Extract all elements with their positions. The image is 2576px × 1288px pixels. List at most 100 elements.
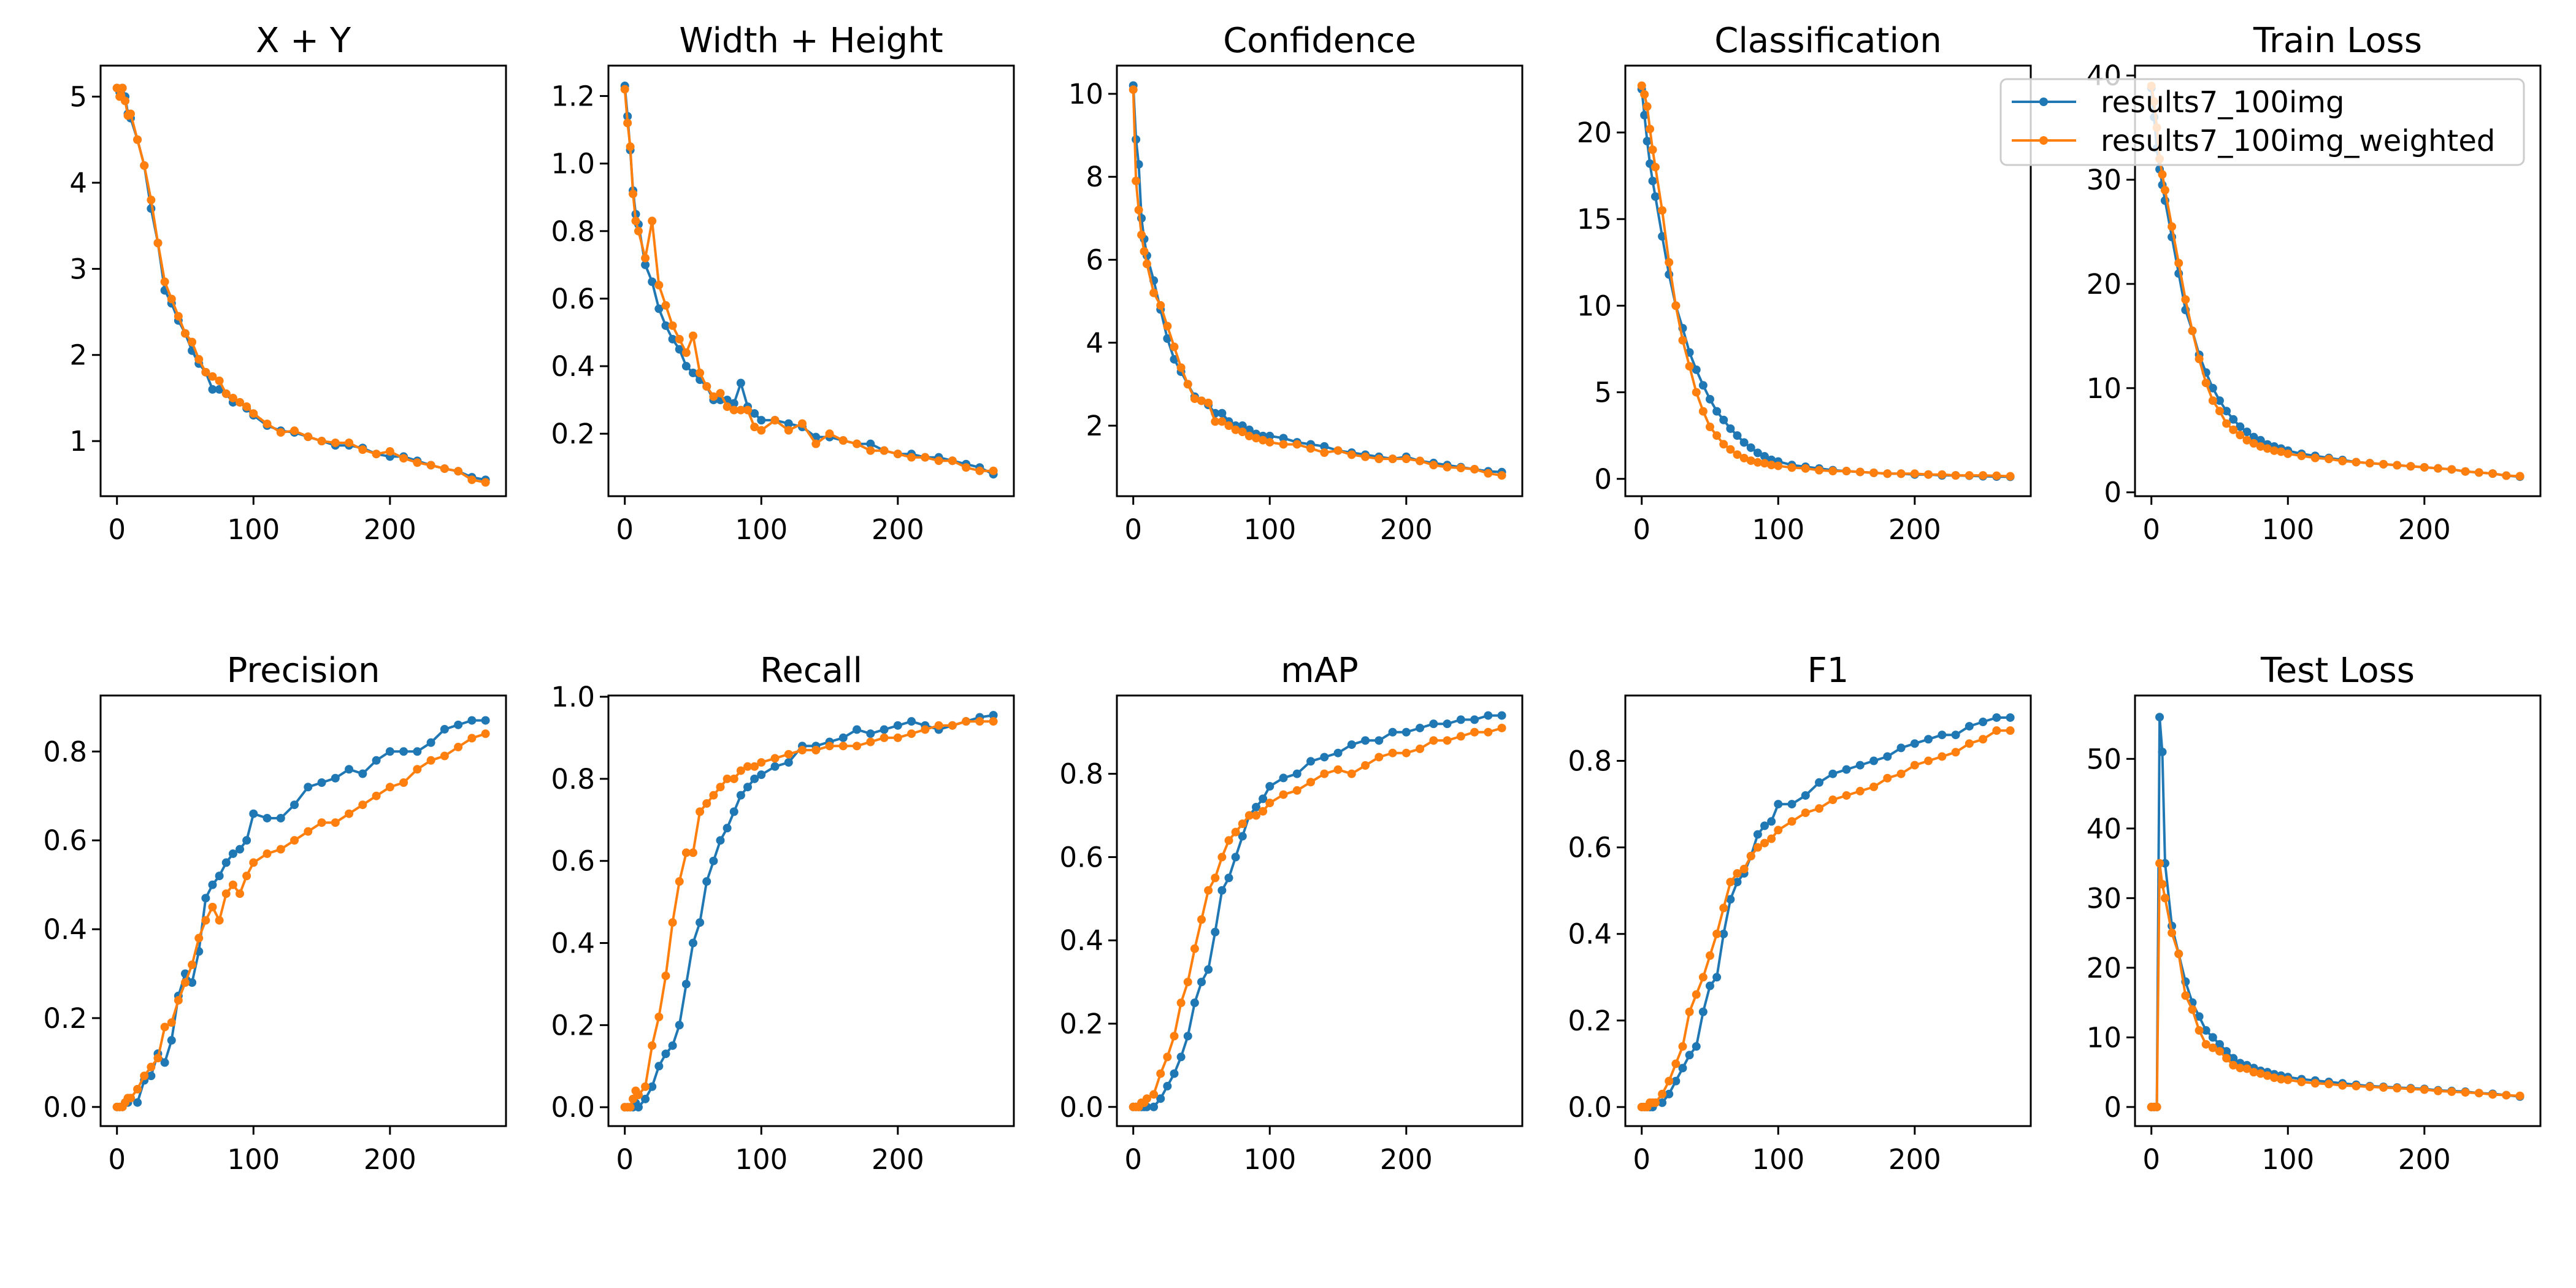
x-tick-label: 100 xyxy=(735,513,788,546)
data-point xyxy=(1815,804,1824,813)
data-point xyxy=(729,774,738,783)
data-point xyxy=(1259,794,1268,803)
data-point xyxy=(880,446,889,455)
data-point xyxy=(681,979,691,989)
series-1 xyxy=(1129,723,1506,1111)
legend: results7_100img results7_100img_weighted xyxy=(1999,78,2525,166)
data-point xyxy=(1733,431,1742,440)
data-point xyxy=(385,783,394,792)
data-point xyxy=(2222,407,2231,416)
data-point xyxy=(716,783,725,792)
data-point xyxy=(798,746,807,755)
data-point xyxy=(784,758,793,767)
data-point xyxy=(1129,85,1138,94)
data-point xyxy=(1719,903,1728,913)
x-tick-label: 0 xyxy=(1124,513,1142,546)
data-point xyxy=(1719,440,1728,449)
legend-frame xyxy=(1999,78,2525,166)
data-point xyxy=(2006,713,2015,722)
data-point xyxy=(1924,756,1933,765)
data-point xyxy=(1497,711,1506,720)
data-point xyxy=(1190,944,1199,953)
data-point xyxy=(681,348,691,357)
data-point xyxy=(1265,438,1275,447)
data-point xyxy=(654,1062,664,1071)
data-point xyxy=(385,447,394,456)
y-tick-label: 0.0 xyxy=(43,1091,87,1124)
data-point xyxy=(2222,1054,2231,1063)
data-point xyxy=(921,453,930,462)
data-point xyxy=(1176,999,1186,1008)
data-point xyxy=(426,738,435,747)
data-point xyxy=(634,1091,643,1100)
data-point xyxy=(2160,186,2169,195)
data-point xyxy=(853,742,862,751)
data-point xyxy=(2222,1047,2231,1056)
data-point xyxy=(481,729,490,738)
data-point xyxy=(2222,419,2231,428)
data-point xyxy=(784,426,793,435)
data-point xyxy=(133,1084,142,1094)
data-point xyxy=(2208,1043,2217,1052)
data-point xyxy=(2242,1064,2252,1073)
y-tick-label: 0.6 xyxy=(1568,832,1612,864)
data-point xyxy=(1992,713,2001,722)
data-point xyxy=(1374,753,1384,762)
data-point xyxy=(121,96,130,105)
data-point xyxy=(2158,170,2167,179)
data-point xyxy=(2277,1075,2286,1084)
data-point xyxy=(736,791,745,800)
series-0 xyxy=(620,711,998,1112)
data-point xyxy=(1678,335,1687,345)
data-point xyxy=(1156,1094,1165,1103)
data-point xyxy=(2201,1026,2210,1035)
y-tick-label: 0.8 xyxy=(551,763,595,795)
data-point xyxy=(1265,431,1275,440)
data-point xyxy=(634,1103,643,1112)
data-point xyxy=(1726,895,1735,904)
data-point xyxy=(2393,1084,2402,1093)
legend-entry-0: results7_100img xyxy=(2012,85,2345,120)
data-point xyxy=(2270,1073,2279,1083)
data-point xyxy=(1176,1052,1186,1062)
data-point xyxy=(934,456,943,466)
data-point xyxy=(2310,453,2320,462)
data-point xyxy=(1992,471,2001,480)
data-point xyxy=(1753,843,1762,852)
y-tick-label: 8 xyxy=(1086,161,1103,193)
data-point xyxy=(1896,769,1906,778)
data-point xyxy=(1671,1059,1681,1068)
subplot-title: X + Y xyxy=(256,21,351,61)
data-point xyxy=(654,304,664,313)
data-point xyxy=(2188,1005,2197,1014)
data-point xyxy=(1896,743,1906,753)
data-point xyxy=(2420,462,2429,472)
data-point xyxy=(174,995,183,1005)
data-point xyxy=(1828,769,1838,778)
data-point xyxy=(770,416,780,425)
data-point xyxy=(228,849,237,858)
data-point xyxy=(1347,740,1356,749)
data-point xyxy=(2263,444,2272,453)
series-line xyxy=(624,714,994,1109)
data-point xyxy=(2447,1087,2456,1096)
data-point xyxy=(1156,301,1165,310)
series-line xyxy=(623,85,994,475)
subplot-x-y: X + Y 0 100 200 1 2 3 4 5 xyxy=(69,21,507,546)
x-tick-label: 0 xyxy=(616,1143,634,1176)
data-point xyxy=(1992,726,2001,735)
data-point xyxy=(1361,736,1370,745)
data-point xyxy=(1176,363,1186,372)
subplot-title: F1 xyxy=(1807,651,1849,691)
data-point xyxy=(2155,859,2164,868)
y-tick-label: 0.8 xyxy=(1568,745,1612,778)
data-point xyxy=(1842,765,1851,774)
data-point xyxy=(838,742,848,751)
data-point xyxy=(2297,1078,2306,1087)
data-point xyxy=(2006,726,2015,735)
data-point xyxy=(1869,756,1879,765)
data-point xyxy=(454,467,463,476)
data-point xyxy=(454,743,463,752)
data-point xyxy=(1401,454,1411,464)
